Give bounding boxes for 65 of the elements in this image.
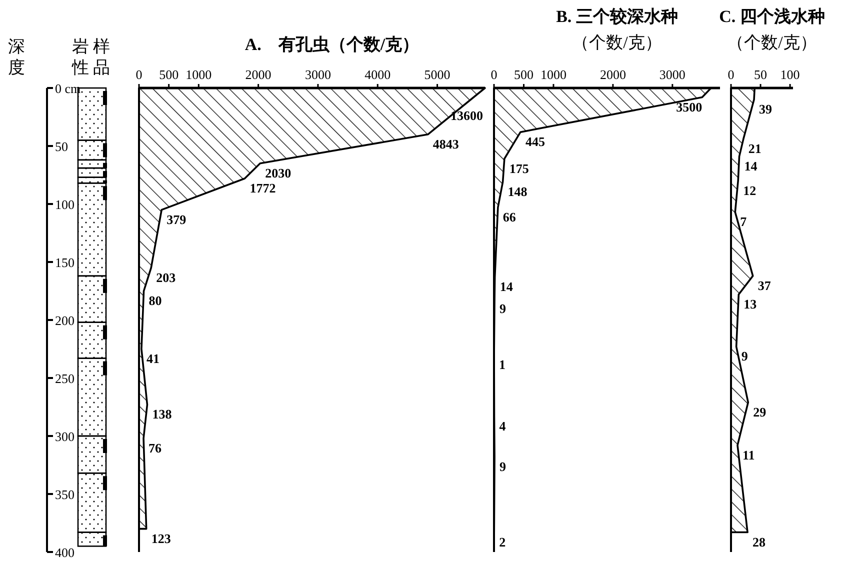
- y-tick-label: 400: [55, 545, 74, 560]
- x-tick-label: 100: [780, 67, 800, 82]
- data-label: 14: [500, 279, 514, 294]
- data-label: 7: [740, 214, 748, 230]
- y-tick-label: 200: [55, 313, 74, 328]
- y-axis-title: 深度: [8, 37, 25, 77]
- data-label: 203: [156, 270, 176, 285]
- data-label: 9: [500, 301, 507, 316]
- chart-subtitle: （个数/克）: [727, 33, 817, 52]
- y-tick-label: 150: [55, 255, 74, 270]
- data-label: 29: [753, 404, 767, 420]
- chart-subtitle: （个数/克）: [572, 33, 662, 52]
- annotation: 13600: [450, 108, 483, 123]
- x-tick-label: 500: [514, 67, 534, 82]
- data-label: 445: [525, 134, 546, 150]
- data-label: 41: [146, 351, 160, 366]
- data-label: 28: [752, 534, 766, 550]
- data-label: 11: [742, 447, 755, 462]
- data-label: 4843: [432, 136, 460, 152]
- data-label: 21: [748, 141, 762, 156]
- chart-title: C. 四个浅水种: [719, 7, 825, 26]
- data-label: 4: [499, 418, 506, 434]
- data-label: 66: [502, 209, 516, 224]
- data-label: 2030: [265, 165, 292, 180]
- data-label: 3500: [676, 99, 702, 114]
- data-label: 138: [152, 406, 172, 422]
- data-label: 13: [744, 296, 758, 312]
- data-label: 9: [500, 458, 507, 474]
- x-tick-label: 4000: [364, 67, 391, 82]
- x-tick-label: 1000: [186, 67, 212, 82]
- x-tick-label: 50: [754, 67, 768, 82]
- data-label: 379: [166, 212, 187, 227]
- x-tick-label: 0: [136, 67, 142, 82]
- y-tick-label: 0 cm: [55, 81, 81, 96]
- data-label: 76: [148, 440, 162, 456]
- y-tick-label: 300: [55, 429, 74, 444]
- data-label: 1: [499, 356, 506, 372]
- data-label: 2: [499, 534, 506, 550]
- data-label: 148: [508, 184, 528, 199]
- data-label: 175: [509, 160, 530, 176]
- x-tick-label: 2000: [245, 67, 272, 82]
- data-label: 14: [744, 158, 758, 174]
- y-tick-label: 50: [55, 139, 68, 154]
- data-label: 39: [759, 102, 773, 117]
- text: 岩性: [71, 37, 89, 77]
- x-tick-label: 0: [490, 67, 498, 82]
- x-tick-label: 0: [728, 67, 734, 82]
- data-label: 37: [758, 278, 772, 293]
- data-label: 1772: [250, 180, 276, 196]
- x-tick-label: 3000: [659, 67, 686, 82]
- x-tick-label: 1000: [540, 67, 566, 82]
- text: 样品: [93, 37, 110, 77]
- y-tick-label: 100: [55, 197, 74, 212]
- chart-title: B. 三个较深水种: [556, 7, 678, 26]
- x-tick-label: 500: [159, 67, 179, 82]
- y-tick-label: 350: [55, 487, 74, 502]
- data-label: 123: [151, 530, 172, 546]
- chart-title: A. 有孔虫（个数/克）: [244, 35, 420, 54]
- x-tick-label: 5000: [424, 67, 450, 82]
- y-tick-label: 250: [55, 371, 74, 386]
- x-tick-label: 3000: [304, 67, 331, 82]
- data-label: 80: [148, 293, 162, 308]
- x-tick-label: 2000: [600, 67, 626, 82]
- data-label: 9: [741, 348, 748, 364]
- data-label: 12: [743, 182, 756, 198]
